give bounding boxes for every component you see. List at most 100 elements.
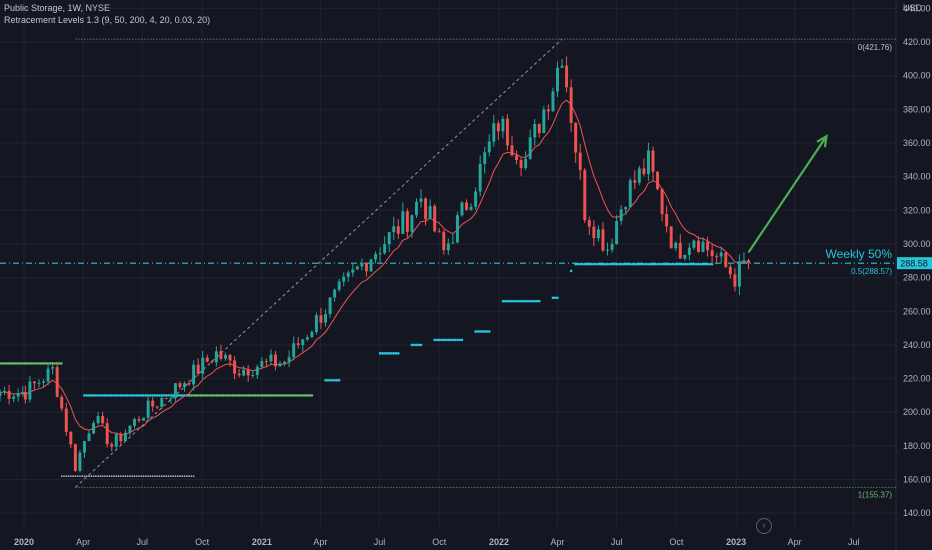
candle-body — [492, 123, 496, 142]
time-tick-label: Apr — [788, 537, 802, 547]
candle-body — [283, 361, 287, 364]
indicator-dot — [142, 475, 145, 478]
indicator-dot — [144, 394, 148, 397]
candle-body — [269, 354, 273, 362]
indicator-dot — [60, 475, 63, 478]
indicator-dot — [294, 394, 298, 397]
time-tick-label: 2021 — [252, 537, 272, 547]
time-tick-label: Jul — [374, 537, 386, 547]
candle-body — [469, 206, 473, 210]
indicator-dot — [105, 394, 109, 397]
indicator-dot — [130, 394, 134, 397]
candle-body — [237, 373, 241, 376]
indicator-dot — [394, 352, 398, 355]
indicator-dot — [531, 299, 534, 303]
indicator-dot — [699, 262, 703, 266]
indicator-dot — [90, 475, 93, 478]
indicator-dot — [137, 394, 141, 397]
indicator-dot — [644, 262, 648, 266]
indicator-dot — [599, 262, 602, 266]
indicator-dot — [30, 362, 34, 365]
candle-body — [669, 226, 673, 249]
time-axis[interactable]: 2020 Apr Jul Oct 2021 Apr Jul Oct 2022 Apr Jul Oct 2… — [14, 537, 859, 547]
indicator-legend[interactable]: Retracement Levels 1.3 (9, 50, 200, 4, 2… — [4, 15, 211, 25]
indicator-dot — [83, 475, 86, 478]
candle-body — [160, 397, 164, 407]
candle-body — [69, 431, 73, 445]
indicator-dot — [474, 330, 477, 333]
indicator-dot — [110, 475, 113, 478]
price-axis[interactable]: USD 140.00 160.00 180.00 200.00 220.00 240.00 2… — [895, 0, 931, 550]
indicator-dot — [633, 262, 637, 266]
indicator-dot — [122, 475, 125, 478]
indicator-dot — [19, 362, 22, 365]
indicator-dot — [112, 394, 116, 397]
candle-body — [64, 408, 68, 432]
indicator-dot — [590, 262, 593, 266]
price-tick-label: 140.00 — [903, 508, 931, 518]
indicator-dot — [37, 362, 40, 365]
indicator-dot — [269, 394, 273, 397]
candle-body — [192, 364, 196, 385]
indicator-dot — [126, 475, 129, 478]
candle-body — [51, 367, 55, 369]
candle-body — [433, 206, 437, 232]
indicator-dot — [72, 475, 74, 478]
candle-body — [710, 250, 714, 257]
candle-body — [715, 256, 719, 258]
candle-body — [369, 259, 373, 272]
candle-body — [460, 202, 464, 216]
indicator-dot — [640, 262, 643, 266]
candle-body — [651, 150, 655, 172]
indicator-dot — [658, 262, 662, 266]
indicator-dot — [113, 475, 115, 478]
indicator-dot — [624, 262, 628, 266]
candle-body — [87, 433, 91, 442]
indicator-dot — [510, 299, 514, 303]
indicator-dot — [522, 299, 525, 303]
candle-body — [255, 366, 259, 376]
candle-body — [656, 171, 660, 190]
indicator-dot — [578, 262, 582, 266]
candle-body — [574, 122, 578, 153]
indicator-dot — [149, 475, 152, 478]
indicator-dot — [667, 262, 671, 266]
indicator-dot — [167, 394, 170, 397]
indicator-dot — [174, 475, 177, 478]
time-tick-label: Jul — [848, 537, 860, 547]
indicator-dot — [512, 299, 516, 303]
indicator-dot — [14, 362, 18, 365]
candle-body — [305, 337, 309, 340]
indicator-dot — [287, 394, 291, 397]
candle-body — [383, 244, 387, 254]
candle-body — [119, 434, 123, 442]
indicator-dot — [0, 362, 2, 365]
indicator-dot — [165, 394, 168, 397]
indicator-dot — [221, 394, 225, 397]
candle-body — [92, 423, 96, 434]
indicator-dot — [278, 394, 282, 397]
indicator-dot — [60, 362, 63, 365]
candle-body — [137, 419, 141, 421]
indicator-dot — [135, 475, 138, 478]
indicator-dot — [535, 299, 539, 303]
indicator-dot — [481, 330, 484, 333]
indicator-dot — [53, 362, 56, 365]
candle-body — [37, 382, 41, 384]
indicator-dot — [140, 394, 143, 397]
indicator-dot — [581, 262, 584, 266]
indicator-dot — [180, 394, 184, 397]
indicator-dot — [212, 394, 216, 397]
indicator-dot — [41, 362, 45, 365]
indicator-dot — [440, 338, 443, 342]
indicator-dot — [246, 394, 250, 397]
indicator-dot — [169, 475, 172, 478]
indicator-dot — [149, 394, 152, 397]
indicator-dot — [262, 394, 266, 397]
weekly-50-annotation: Weekly 50% — [826, 247, 893, 261]
candle-body — [442, 231, 446, 251]
indicator-dot — [669, 262, 673, 266]
candle-body — [487, 141, 491, 153]
